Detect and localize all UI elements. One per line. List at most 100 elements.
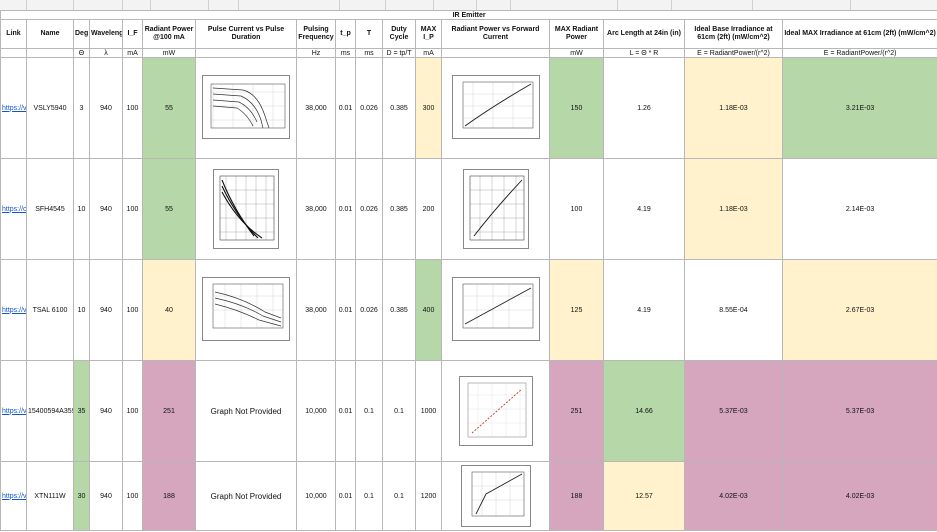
cell-max-rp[interactable]: 100: [549, 158, 604, 260]
cell-ideal-base[interactable]: 1.18E-03: [684, 158, 783, 260]
cell-pulsing-frequency[interactable]: 38,000: [296, 57, 336, 159]
cell-tp[interactable]: 0.01: [335, 360, 356, 462]
cell-duty[interactable]: 0.385: [382, 57, 416, 159]
cell-wavelength[interactable]: 940: [89, 259, 123, 361]
cell-radiant-power[interactable]: 188: [142, 461, 196, 531]
cell-rp-graph[interactable]: [441, 57, 550, 159]
header-ideal-base[interactable]: Ideal Base Irradiance at 61cm (2ft) (mW/…: [684, 19, 783, 49]
cell-radiant-power[interactable]: 55: [142, 57, 196, 159]
header-tp[interactable]: t_p: [335, 19, 356, 49]
cell-duty[interactable]: 0.1: [382, 461, 416, 531]
cell-max-ip[interactable]: 1000: [415, 360, 442, 462]
cell-deg[interactable]: 10: [73, 158, 90, 260]
cell-t[interactable]: 0.1: [355, 461, 383, 531]
header-max-radiant-power[interactable]: MAX Radiant Power: [549, 19, 604, 49]
cell-deg[interactable]: 3: [73, 57, 90, 159]
cell-wavelength[interactable]: 940: [89, 57, 123, 159]
unit-max-rp[interactable]: mW: [549, 48, 604, 58]
datasheet-link[interactable]: https://c: [0, 158, 27, 260]
cell-max-ip[interactable]: 400: [415, 259, 442, 361]
header-radiant-power[interactable]: Radiant Power @100 mA: [142, 19, 196, 49]
header-max-ip[interactable]: MAX I_P: [415, 19, 442, 49]
cell-ideal-max[interactable]: 2.67E-03: [781, 259, 937, 361]
cell-arc[interactable]: 4.19: [603, 158, 685, 260]
unit-arc[interactable]: L = Θ * R: [603, 48, 685, 58]
cell-t[interactable]: 0.026: [355, 158, 383, 260]
header-name[interactable]: Name: [26, 19, 74, 49]
datasheet-link[interactable]: https://v: [0, 461, 27, 531]
cell-rp-graph[interactable]: [441, 158, 550, 260]
cell-radiant-power[interactable]: 55: [142, 158, 196, 260]
cell-name[interactable]: 15400594A3590: [26, 360, 74, 462]
cell-arc[interactable]: 12.57: [603, 461, 685, 531]
cell-ideal-base[interactable]: 1.18E-03: [684, 57, 783, 159]
cell-tp[interactable]: 0.01: [335, 158, 356, 260]
datasheet-link[interactable]: https://v: [0, 259, 27, 361]
cell-if[interactable]: 100: [122, 461, 143, 531]
header-rp-graph[interactable]: Radiant Power vs Forward Current: [441, 19, 550, 49]
cell-pulse-graph[interactable]: [195, 259, 297, 361]
cell-if[interactable]: 100: [122, 158, 143, 260]
cell-deg[interactable]: 35: [73, 360, 90, 462]
cell-ideal-max[interactable]: 5.37E-03: [781, 360, 937, 462]
cell-name[interactable]: TSAL 6100: [26, 259, 74, 361]
cell-max-ip[interactable]: 200: [415, 158, 442, 260]
unit-ideal-base[interactable]: E = RadiantPower/(r^2): [684, 48, 783, 58]
cell-pulse-graph[interactable]: Graph Not Provided: [195, 461, 297, 531]
unit-tp[interactable]: ms: [335, 48, 356, 58]
cell-ideal-base[interactable]: 4.02E-03: [684, 461, 783, 531]
cell-radiant-power[interactable]: 40: [142, 259, 196, 361]
header-if[interactable]: I_F: [122, 19, 143, 49]
cell-t[interactable]: 0.1: [355, 360, 383, 462]
header-wavelength[interactable]: Wavelength: [89, 19, 123, 49]
cell-name[interactable]: VSLY5940: [26, 57, 74, 159]
unit-t[interactable]: ms: [355, 48, 383, 58]
cell-pulsing-frequency[interactable]: 38,000: [296, 158, 336, 260]
cell-arc[interactable]: 1.26: [603, 57, 685, 159]
header-pulse-graph[interactable]: Pulse Current vs Pulse Duration: [195, 19, 297, 49]
unit-radiant-power[interactable]: mW: [142, 48, 196, 58]
cell-if[interactable]: 100: [122, 259, 143, 361]
cell-ideal-max[interactable]: 2.14E-03: [781, 158, 937, 260]
cell-tp[interactable]: 0.01: [335, 259, 356, 361]
cell-ideal-base[interactable]: 5.37E-03: [684, 360, 783, 462]
datasheet-link[interactable]: https://v: [0, 360, 27, 462]
cell-radiant-power[interactable]: 251: [142, 360, 196, 462]
header-arc-length[interactable]: Arc Length at 24in (in): [603, 19, 685, 49]
cell-max-ip[interactable]: 1200: [415, 461, 442, 531]
cell-if[interactable]: 100: [122, 360, 143, 462]
cell-duty[interactable]: 0.385: [382, 259, 416, 361]
cell-rp-graph[interactable]: [441, 461, 550, 531]
cell-wavelength[interactable]: 940: [89, 461, 123, 531]
cell-wavelength[interactable]: 940: [89, 158, 123, 260]
cell-arc[interactable]: 14.66: [603, 360, 685, 462]
unit-max-ip[interactable]: mA: [415, 48, 442, 58]
cell-pulsing-frequency[interactable]: 38,000: [296, 259, 336, 361]
cell-tp[interactable]: 0.01: [335, 461, 356, 531]
header-link[interactable]: Link: [0, 19, 27, 49]
unit-duty[interactable]: D = tp/T: [382, 48, 416, 58]
cell-name[interactable]: XTN111W: [26, 461, 74, 531]
cell-deg[interactable]: 10: [73, 259, 90, 361]
cell-t[interactable]: 0.026: [355, 57, 383, 159]
cell-max-rp[interactable]: 150: [549, 57, 604, 159]
cell-duty[interactable]: 0.1: [382, 360, 416, 462]
cell-rp-graph[interactable]: [441, 259, 550, 361]
unit-ideal-max[interactable]: E = RadiantPower/(r^2): [781, 48, 937, 58]
cell-max-rp[interactable]: 125: [549, 259, 604, 361]
cell-ideal-base[interactable]: 8.55E-04: [684, 259, 783, 361]
unit-pulsing-frequency[interactable]: Hz: [296, 48, 336, 58]
cell-duty[interactable]: 0.385: [382, 158, 416, 260]
cell-pulse-graph[interactable]: Graph Not Provided: [195, 360, 297, 462]
header-duty-cycle[interactable]: Duty Cycle: [382, 19, 416, 49]
header-pulsing-frequency[interactable]: Pulsing Frequency: [296, 19, 336, 49]
header-t[interactable]: T: [355, 19, 383, 49]
cell-tp[interactable]: 0.01: [335, 57, 356, 159]
cell-max-rp[interactable]: 188: [549, 461, 604, 531]
cell-max-rp[interactable]: 251: [549, 360, 604, 462]
cell-pulsing-frequency[interactable]: 10,000: [296, 461, 336, 531]
cell-max-ip[interactable]: 300: [415, 57, 442, 159]
datasheet-link[interactable]: https://v: [0, 57, 27, 159]
cell-pulse-graph[interactable]: [195, 158, 297, 260]
cell-t[interactable]: 0.026: [355, 259, 383, 361]
